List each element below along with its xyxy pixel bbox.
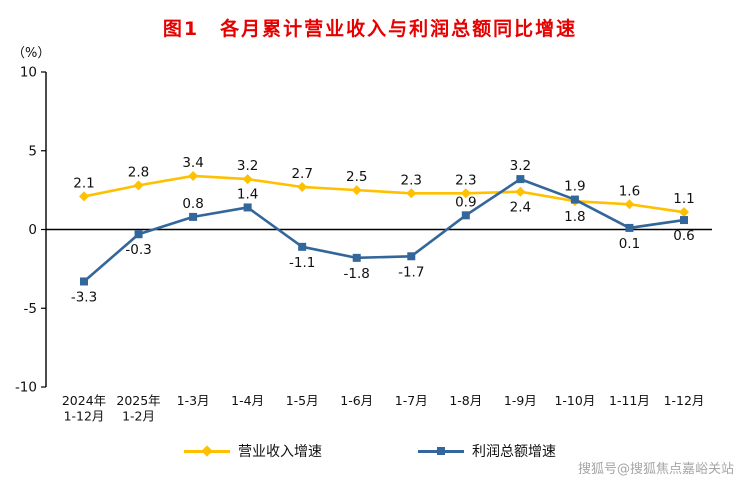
diamond-marker-icon [624,199,635,210]
x-tick-label: 1-9月 [504,393,537,408]
square-marker-icon [461,211,470,220]
x-tick-label: 2024年 1-12月 [62,393,106,424]
x-tick-label: 2025年 1-2月 [116,393,160,424]
diamond-marker-icon [406,188,417,199]
profit-line-icon [418,445,464,457]
data-label: 0.1 [619,236,640,252]
diamond-marker-icon [351,185,362,196]
diamond-marker-icon [242,174,253,185]
diamond-marker-icon [460,188,471,199]
series-line [83,174,685,214]
y-tick-label: -5 [24,301,37,317]
square-marker-icon [625,223,634,232]
data-label: 0.6 [673,228,694,244]
x-tick-label: 1-5月 [286,393,319,408]
diamond-marker-icon [188,170,199,181]
data-label: 0.8 [182,196,203,212]
revenue-legend-label: 营业收入增速 [238,444,322,460]
data-label: 1.6 [619,183,640,199]
data-label: -1.1 [289,255,315,271]
y-tick-label: 10 [20,65,37,81]
chart-title: 图1 各月累计营业收入与利润总额同比增速 [162,18,578,40]
legend-item-profit: 利润总额增速 [418,441,556,461]
plot-area: 10 5 0 -5 -10 2024年 1-12月 2025年 1-2月 1-3月 1-4月 1-5月… [15,65,712,424]
x-tick-label: 1-3月 [177,393,210,408]
diamond-marker-icon [515,186,526,197]
x-tick-label: 1-6月 [340,393,373,408]
square-marker-icon [407,252,416,261]
watermark: 搜狐号@搜狐焦点嘉峪关站 [577,462,734,477]
square-marker-icon [298,242,307,251]
revenue-line-icon [184,445,230,457]
square-marker-icon [134,230,143,239]
x-axis-labels: 2024年 1-12月 2025年 1-2月 1-3月 1-4月 1-5月 1-6月 1-7月 1… [62,393,705,424]
data-label: 2.4 [510,200,531,216]
x-tick-label: 1-10月 [554,393,595,408]
data-label: 3.2 [510,158,531,174]
legend-item-revenue: 营业收入增速 [184,441,322,461]
data-label: 3.2 [237,158,258,174]
x-tick-label: 1-8月 [449,393,482,408]
y-tick-label: -10 [15,380,37,396]
data-label: 2.7 [291,166,312,182]
data-label: -1.7 [398,264,424,280]
data-label: 1.9 [564,179,585,195]
data-label: 2.1 [73,175,94,191]
square-marker-icon [570,195,579,204]
axes: 10 5 0 -5 -10 [15,65,712,396]
square-marker-icon [680,216,688,225]
profit-growth-series: -3.3 -0.3 0.8 1.4 -1.1 -1.8 -1.7 0.9 3.2 1.9 0.1 0.… [71,158,695,305]
data-label: 2.5 [346,169,367,185]
diamond-marker-icon [133,180,144,191]
legend: 营业收入增速 利润总额增速 [0,441,740,461]
x-tick-label: 1-11月 [609,393,650,408]
data-label: -1.8 [344,266,370,282]
square-marker-icon [516,175,525,184]
data-label: 0.9 [455,194,476,210]
data-label: 2.8 [128,164,149,180]
square-marker-icon [243,203,252,212]
series-line [83,177,685,283]
square-marker-icon [189,212,198,221]
data-label: 1.8 [564,209,585,225]
data-label: -3.3 [71,289,97,305]
x-tick-label: 1-12月 [664,393,705,408]
data-label: 3.4 [182,155,203,171]
data-label: 1.1 [673,191,694,207]
data-label: 1.4 [237,186,258,202]
diamond-marker-icon [679,207,689,218]
revenue-growth-series: 2.1 2.8 3.4 3.2 2.7 2.5 2.3 2.3 2.4 1.8 1.6 1.1 [73,155,694,225]
square-marker-icon [352,253,361,262]
square-marker-icon [80,277,88,286]
y-axis-unit-label: （%） [12,46,51,61]
x-tick-label: 1-4月 [231,393,264,408]
data-label: 2.3 [455,172,476,188]
diamond-marker-icon [79,191,89,202]
x-tick-label: 1-7月 [395,393,428,408]
data-label: -0.3 [125,242,151,258]
data-label: 2.3 [401,172,422,188]
diamond-marker-icon [297,181,308,192]
y-tick-label: 0 [28,222,37,238]
profit-legend-label: 利润总额增速 [472,444,556,460]
y-tick-label: 5 [28,143,37,159]
